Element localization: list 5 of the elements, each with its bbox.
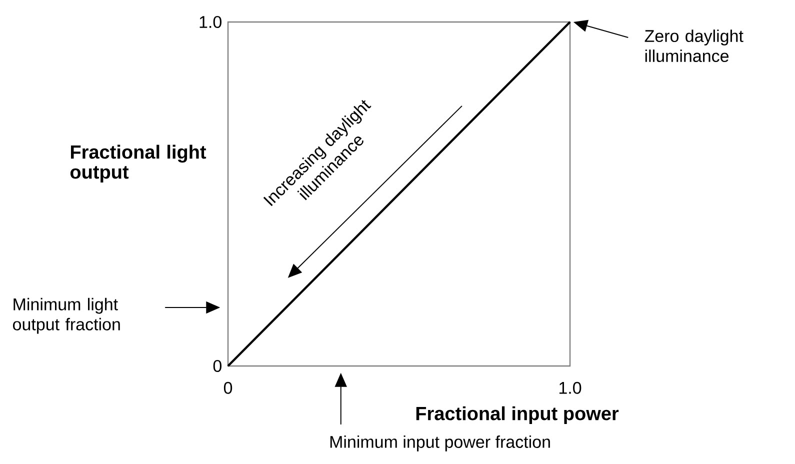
- y-axis-title: Fractional light output: [70, 144, 206, 183]
- text: Minimum light output fraction: [13, 298, 120, 334]
- text: Minimum input power fraction: [330, 435, 550, 452]
- x-axis-title: Fractional input power: [416, 406, 619, 424]
- text: Zero daylight illuminance: [644, 30, 744, 62]
